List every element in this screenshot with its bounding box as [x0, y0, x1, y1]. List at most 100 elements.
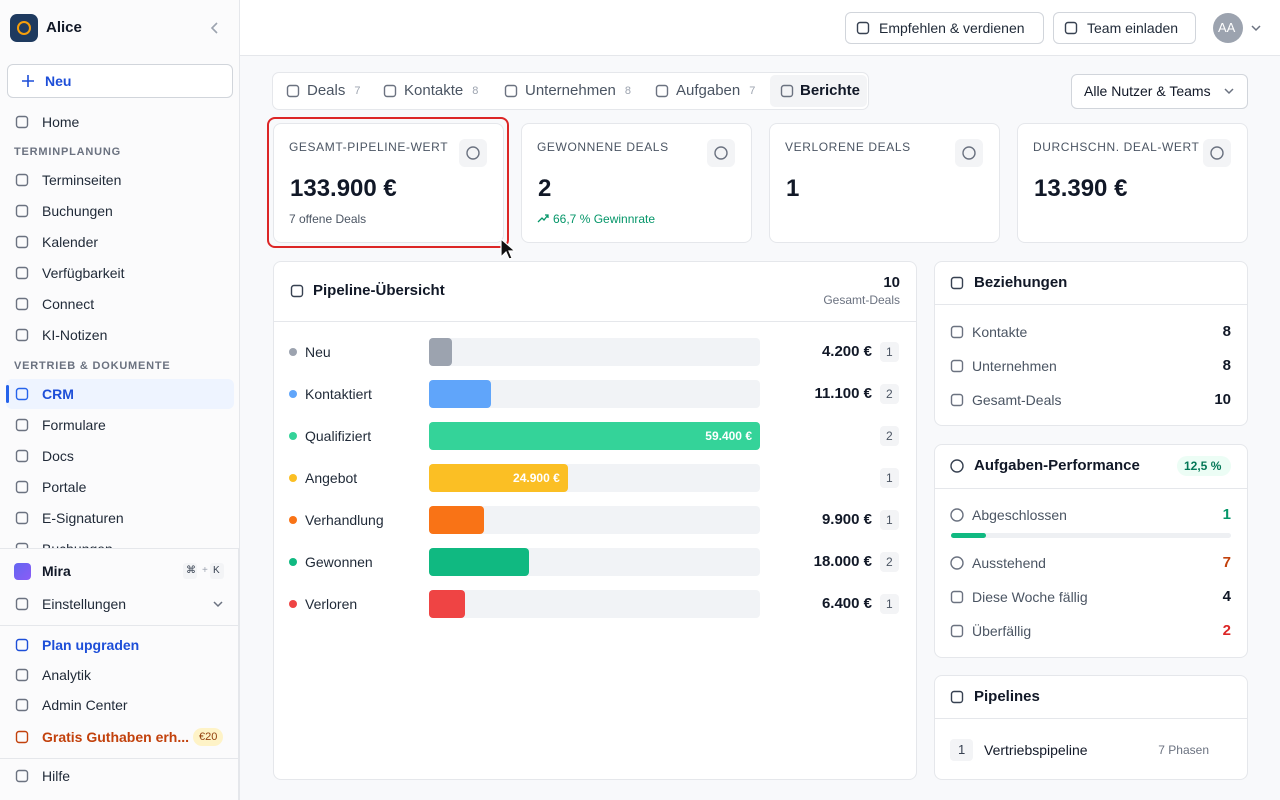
nav-item[interactable] — [6, 227, 234, 257]
divider — [0, 548, 239, 549]
rate-badge-label: 12,5 % — [1184, 459, 1222, 473]
icon — [466, 146, 480, 160]
kpi-icon-box — [955, 139, 983, 167]
stage-amount-inside: 24.900 € — [513, 471, 560, 485]
collapse-icon[interactable] — [207, 20, 223, 36]
pipeline-index-box — [950, 739, 973, 761]
stage-name: Verhandlung — [305, 512, 384, 528]
nav-item[interactable] — [6, 472, 234, 502]
icon — [15, 597, 29, 611]
relation-value: 8 — [1222, 357, 1231, 374]
tab-bar — [272, 72, 869, 110]
avatar[interactable] — [1213, 13, 1243, 43]
stage-count: 1 — [886, 471, 893, 485]
stage-amount: 18.000 € — [813, 553, 872, 570]
stage-dot — [289, 432, 297, 440]
pipeline-index: 1 — [958, 742, 966, 757]
new-button-label: Neu — [45, 73, 72, 89]
panel-title: Pipeline-Übersicht — [313, 282, 445, 299]
task-label: Ausstehend — [972, 555, 1046, 571]
stage-bar — [429, 548, 530, 576]
panel-title: Beziehungen — [974, 274, 1068, 291]
new-button[interactable] — [7, 64, 233, 98]
stage-bar — [429, 422, 760, 450]
icon — [383, 84, 397, 98]
topbar-button[interactable] — [845, 12, 1044, 44]
highlight-box — [267, 117, 509, 248]
nav-label: Buchungen — [42, 203, 113, 219]
nav-item[interactable] — [6, 196, 234, 226]
stage-count-badge — [880, 384, 899, 404]
icon — [15, 173, 29, 187]
bar-track — [429, 590, 760, 618]
icon — [290, 284, 304, 298]
stage-name: Verloren — [305, 596, 358, 612]
progress-track — [951, 533, 1231, 538]
icon — [950, 276, 964, 290]
nav-label: Formulare — [42, 417, 106, 433]
stage-name: Qualifiziert — [305, 428, 372, 444]
kpi-title: DURCHSCHN. DEAL-WERT — [1033, 140, 1200, 154]
nav-label: Einstellungen — [42, 596, 127, 612]
nav-label: Kalender — [42, 234, 99, 250]
stage-amount-inside: 59.400 € — [705, 429, 752, 443]
stage-amount: 11.100 € — [814, 385, 872, 402]
kpi-note: 66,7 % Gewinnrate — [553, 212, 656, 226]
tab-count: 7 — [749, 85, 756, 97]
nav-item[interactable] — [6, 320, 234, 350]
nav-item[interactable] — [6, 410, 234, 440]
icon — [655, 84, 669, 98]
credit-badge — [193, 728, 223, 746]
shortcut-key — [210, 563, 224, 579]
kpi-value: 133.900 € — [290, 175, 397, 202]
assistant-label: Mira — [42, 563, 71, 579]
icon — [950, 393, 964, 407]
nav-item[interactable] — [6, 660, 234, 690]
icon — [15, 769, 29, 783]
nav-item[interactable] — [6, 761, 234, 791]
icon — [15, 698, 29, 712]
icon — [15, 418, 29, 432]
stage-count: 1 — [886, 513, 893, 527]
icon — [15, 511, 29, 525]
plus-icon — [22, 75, 34, 87]
nav-item[interactable] — [6, 441, 234, 471]
kpi-value: 2 — [538, 175, 552, 202]
tab-count: 8 — [624, 85, 632, 97]
icon — [950, 508, 964, 522]
nav-item[interactable] — [6, 107, 234, 137]
nav-label: Plan upgraden — [42, 637, 140, 653]
logo-ring — [17, 21, 31, 35]
task-label: Überfällig — [972, 623, 1032, 639]
stage-bar — [429, 338, 453, 366]
tab-label: Unternehmen — [525, 82, 616, 99]
nav-label: Gratis Guthaben erh... — [42, 729, 190, 745]
icon — [950, 359, 964, 373]
tab-count: 8 — [472, 85, 479, 97]
icon — [856, 21, 870, 35]
task-label: Abgeschlossen — [972, 507, 1067, 523]
icon — [504, 84, 518, 98]
stage-amount: 9.900 € — [821, 511, 872, 528]
stage-count: 1 — [886, 597, 893, 611]
tab-active-bg[interactable] — [770, 75, 867, 107]
nav-label: Verfügbarkeit — [42, 265, 125, 281]
nav-label: Portale — [42, 479, 87, 495]
stage-count-badge — [880, 426, 899, 446]
progress-fill — [951, 533, 986, 538]
icon — [950, 556, 964, 570]
nav-label: CRM — [42, 386, 74, 402]
pipeline-total-label: Gesamt-Deals — [823, 293, 900, 307]
kpi-icon-box — [459, 139, 487, 167]
icon — [950, 325, 964, 339]
icon — [950, 459, 964, 473]
nav-item[interactable] — [6, 289, 234, 319]
nav-label: Docs — [42, 448, 74, 464]
filter-select[interactable] — [1071, 74, 1248, 109]
task-value: 4 — [1222, 588, 1231, 605]
divider — [935, 718, 1247, 719]
nav-item[interactable] — [6, 379, 234, 409]
panel-title: Aufgaben-Performance — [974, 457, 1140, 474]
stage-name: Neu — [305, 344, 331, 360]
